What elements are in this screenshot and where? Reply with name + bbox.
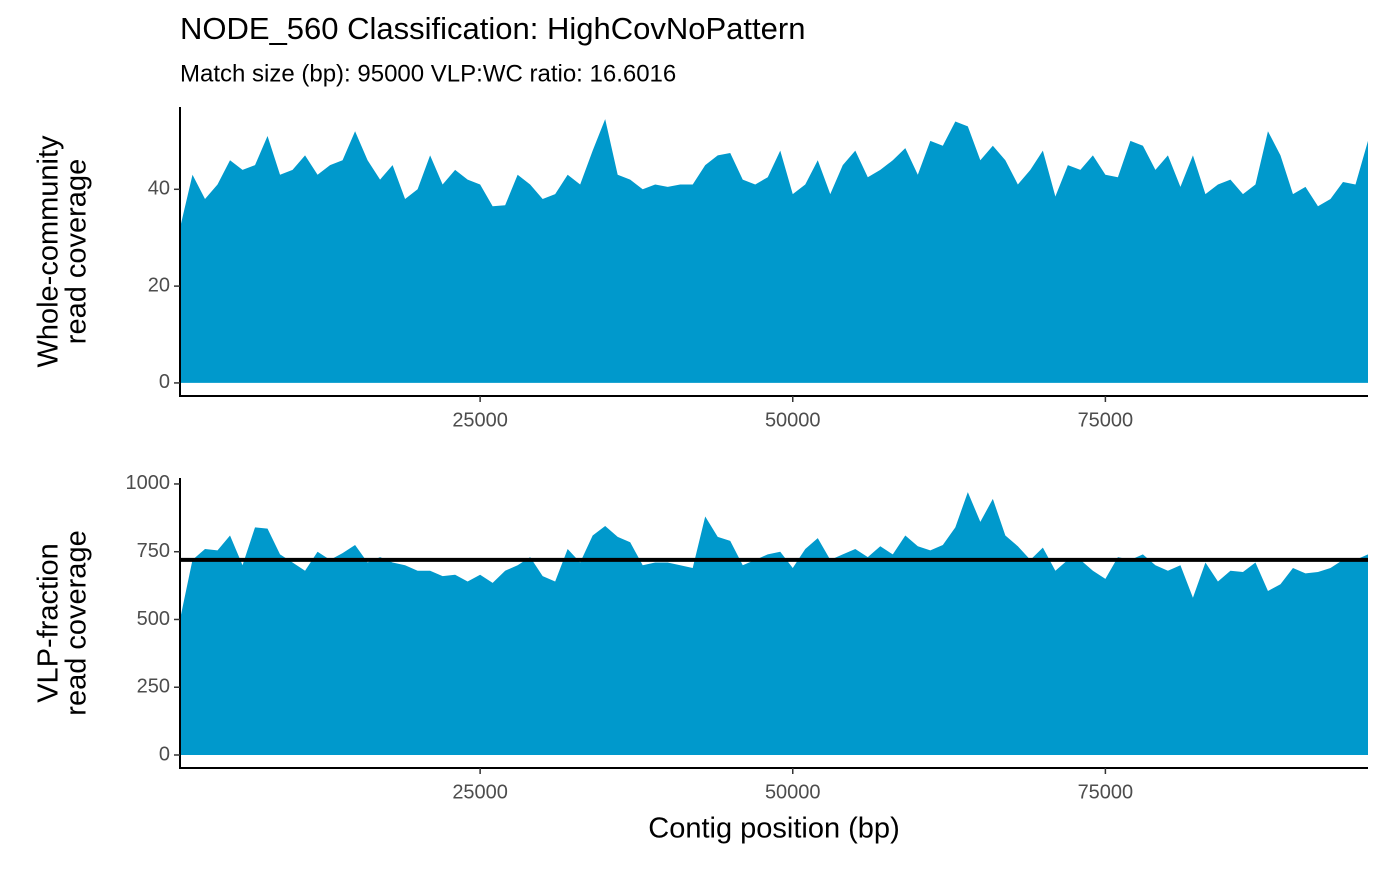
y-tick-label: 0 — [159, 743, 170, 765]
x-tick-label: 50000 — [765, 409, 821, 431]
y-axis-title: Whole-community — [33, 135, 65, 368]
y-tick-label: 750 — [137, 540, 170, 562]
y-tick-label: 250 — [137, 676, 170, 698]
y-axis-title: read coverage — [61, 159, 93, 344]
y-tick-label: 0 — [159, 371, 170, 393]
chart-title: NODE_560 Classification: HighCovNoPatter… — [180, 11, 805, 46]
y-tick-label: 1000 — [126, 472, 171, 494]
area — [180, 492, 1368, 755]
y-tick-label: 500 — [137, 608, 170, 630]
x-axis-title: Contig position (bp) — [648, 813, 899, 845]
y-axis-title: read coverage — [61, 530, 93, 715]
x-tick-label: 50000 — [765, 781, 821, 803]
y-axis-title: VLP-fraction — [33, 543, 65, 703]
y-tick-label: 20 — [148, 274, 170, 296]
area — [180, 119, 1368, 383]
x-tick-label: 75000 — [1078, 781, 1134, 803]
x-tick-label: 25000 — [452, 781, 508, 803]
x-tick-label: 75000 — [1078, 409, 1134, 431]
y-tick-label: 40 — [148, 178, 170, 200]
chart-subtitle: Match size (bp): 95000 VLP:WC ratio: 16.… — [180, 60, 676, 87]
x-tick-label: 25000 — [452, 409, 508, 431]
